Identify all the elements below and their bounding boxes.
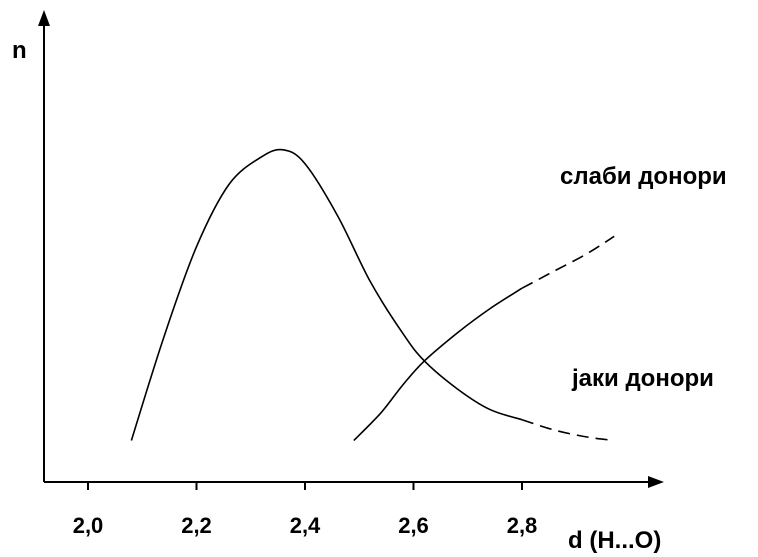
x-axis-label: d (H...O) bbox=[568, 527, 661, 554]
x-tick-label: 2,8 bbox=[507, 513, 538, 538]
x-axis-arrow-icon bbox=[648, 476, 664, 488]
y-axis-label: n bbox=[12, 37, 27, 64]
y-axis-arrow-icon bbox=[38, 10, 50, 26]
weak-donors-dashed-extension bbox=[521, 235, 615, 289]
plot-area bbox=[38, 10, 664, 488]
series-group bbox=[130, 148, 615, 442]
x-tick-label: 2,6 bbox=[398, 513, 429, 538]
weak-donors-label: слаби донори bbox=[560, 163, 727, 190]
x-tick-label: 2,2 bbox=[181, 513, 212, 538]
x-tick-label: 2,0 bbox=[73, 513, 104, 538]
strong-donors-curve bbox=[130, 148, 523, 441]
weak-donors-curve bbox=[353, 287, 523, 442]
x-tick-label: 2,4 bbox=[290, 513, 321, 538]
strong-donors-dashed-extension bbox=[521, 418, 615, 442]
strong-donors-label: јаки донори bbox=[571, 365, 714, 392]
x-ticks: 2,0 2,2 2,4 2,6 2,8 bbox=[73, 482, 538, 538]
